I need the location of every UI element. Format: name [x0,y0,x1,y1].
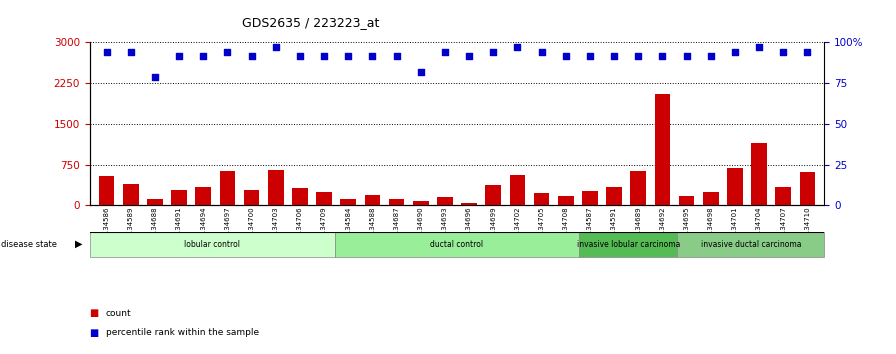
Bar [99,176,115,205]
Text: invasive lobular carcinoma: invasive lobular carcinoma [577,240,680,249]
Point [607,53,621,58]
Bar [607,187,622,205]
Text: disease state: disease state [1,240,57,249]
Point [679,53,694,58]
Bar [751,143,767,205]
Bar [677,232,824,257]
Point [776,50,790,55]
Bar [292,188,307,205]
Text: ▶: ▶ [75,239,82,249]
Point [390,53,404,58]
Bar [510,175,525,205]
Text: ductal control: ductal control [430,240,484,249]
Point [486,50,500,55]
Point [245,53,259,58]
Bar [195,187,211,205]
Point [148,74,162,80]
Bar [702,192,719,205]
Bar [437,196,452,205]
Point [752,45,766,50]
Point [534,50,548,55]
Point [124,50,138,55]
Point [631,53,645,58]
Point [703,53,718,58]
Bar [389,199,404,205]
Bar [655,94,670,205]
Text: ■: ■ [90,328,99,338]
Bar [244,190,259,205]
Point [655,53,669,58]
Point [196,53,211,58]
Point [438,50,452,55]
Point [269,45,283,50]
Bar [123,184,139,205]
Point [582,53,597,58]
Point [317,53,332,58]
Bar [340,199,356,205]
Bar [220,171,236,205]
Point [461,53,476,58]
Text: lobular control: lobular control [184,240,240,249]
Point [99,50,114,55]
Point [293,53,307,58]
Text: count: count [106,309,132,318]
Bar [461,202,477,205]
Bar [413,201,428,205]
Bar [486,185,501,205]
Bar [90,232,334,257]
Text: percentile rank within the sample: percentile rank within the sample [106,328,259,337]
Text: invasive ductal carcinoma: invasive ductal carcinoma [701,240,801,249]
Bar [316,192,332,205]
Point [414,69,428,75]
Bar [558,195,573,205]
Point [172,53,186,58]
Point [341,53,356,58]
Bar [775,187,791,205]
Point [510,45,524,50]
Bar [365,195,380,205]
Text: GDS2635 / 223223_at: GDS2635 / 223223_at [242,16,379,29]
Bar [268,170,283,205]
Bar [678,195,694,205]
Bar [580,232,677,257]
Bar [534,193,549,205]
Bar [171,190,187,205]
Bar [147,199,163,205]
Bar [631,171,646,205]
Bar [334,232,580,257]
Bar [582,191,598,205]
Point [366,53,380,58]
Bar [727,169,743,205]
Bar [799,172,815,205]
Point [728,50,742,55]
Point [800,50,814,55]
Point [558,53,573,58]
Text: ■: ■ [90,308,99,318]
Point [220,50,235,55]
